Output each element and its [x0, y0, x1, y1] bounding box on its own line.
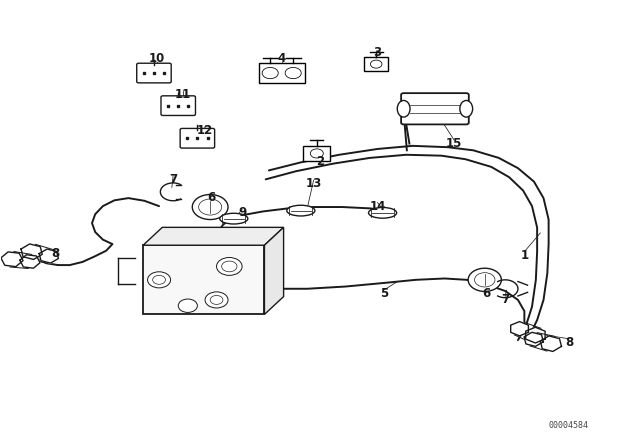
Ellipse shape: [287, 205, 315, 216]
FancyBboxPatch shape: [180, 129, 214, 148]
Ellipse shape: [460, 100, 472, 117]
Circle shape: [178, 299, 197, 312]
Polygon shape: [540, 336, 561, 351]
FancyBboxPatch shape: [143, 245, 264, 314]
Text: 1: 1: [520, 249, 529, 262]
Circle shape: [468, 268, 501, 292]
Circle shape: [148, 272, 171, 288]
Polygon shape: [511, 322, 529, 336]
Text: 8: 8: [565, 336, 573, 349]
FancyBboxPatch shape: [303, 146, 330, 161]
Polygon shape: [21, 244, 42, 259]
FancyBboxPatch shape: [161, 96, 195, 116]
Text: 2: 2: [316, 155, 324, 168]
Text: 3: 3: [373, 46, 381, 59]
Text: 13: 13: [305, 177, 322, 190]
Polygon shape: [143, 227, 284, 245]
Polygon shape: [20, 255, 40, 268]
FancyBboxPatch shape: [401, 93, 468, 125]
Polygon shape: [524, 332, 543, 346]
Polygon shape: [264, 227, 284, 314]
Text: 15: 15: [446, 137, 462, 150]
Circle shape: [192, 194, 228, 220]
Text: 7: 7: [501, 293, 509, 306]
Ellipse shape: [369, 207, 397, 218]
Text: 10: 10: [149, 52, 165, 65]
Text: 11: 11: [175, 88, 191, 101]
Text: 9: 9: [238, 207, 246, 220]
Circle shape: [205, 292, 228, 308]
Text: 6: 6: [482, 287, 490, 300]
FancyBboxPatch shape: [364, 57, 388, 71]
Polygon shape: [525, 327, 545, 343]
FancyBboxPatch shape: [137, 63, 172, 83]
Ellipse shape: [397, 100, 410, 117]
Ellipse shape: [220, 213, 248, 224]
Circle shape: [216, 258, 242, 276]
Text: 12: 12: [197, 124, 213, 137]
Text: 00004584: 00004584: [548, 421, 588, 431]
Text: 7: 7: [169, 173, 177, 186]
Text: 14: 14: [369, 200, 386, 213]
Text: 6: 6: [207, 191, 216, 204]
Polygon shape: [1, 252, 23, 267]
Text: 4: 4: [278, 52, 286, 65]
Text: 8: 8: [51, 246, 59, 259]
Polygon shape: [39, 249, 58, 263]
Text: 5: 5: [380, 287, 388, 300]
FancyBboxPatch shape: [259, 63, 305, 83]
